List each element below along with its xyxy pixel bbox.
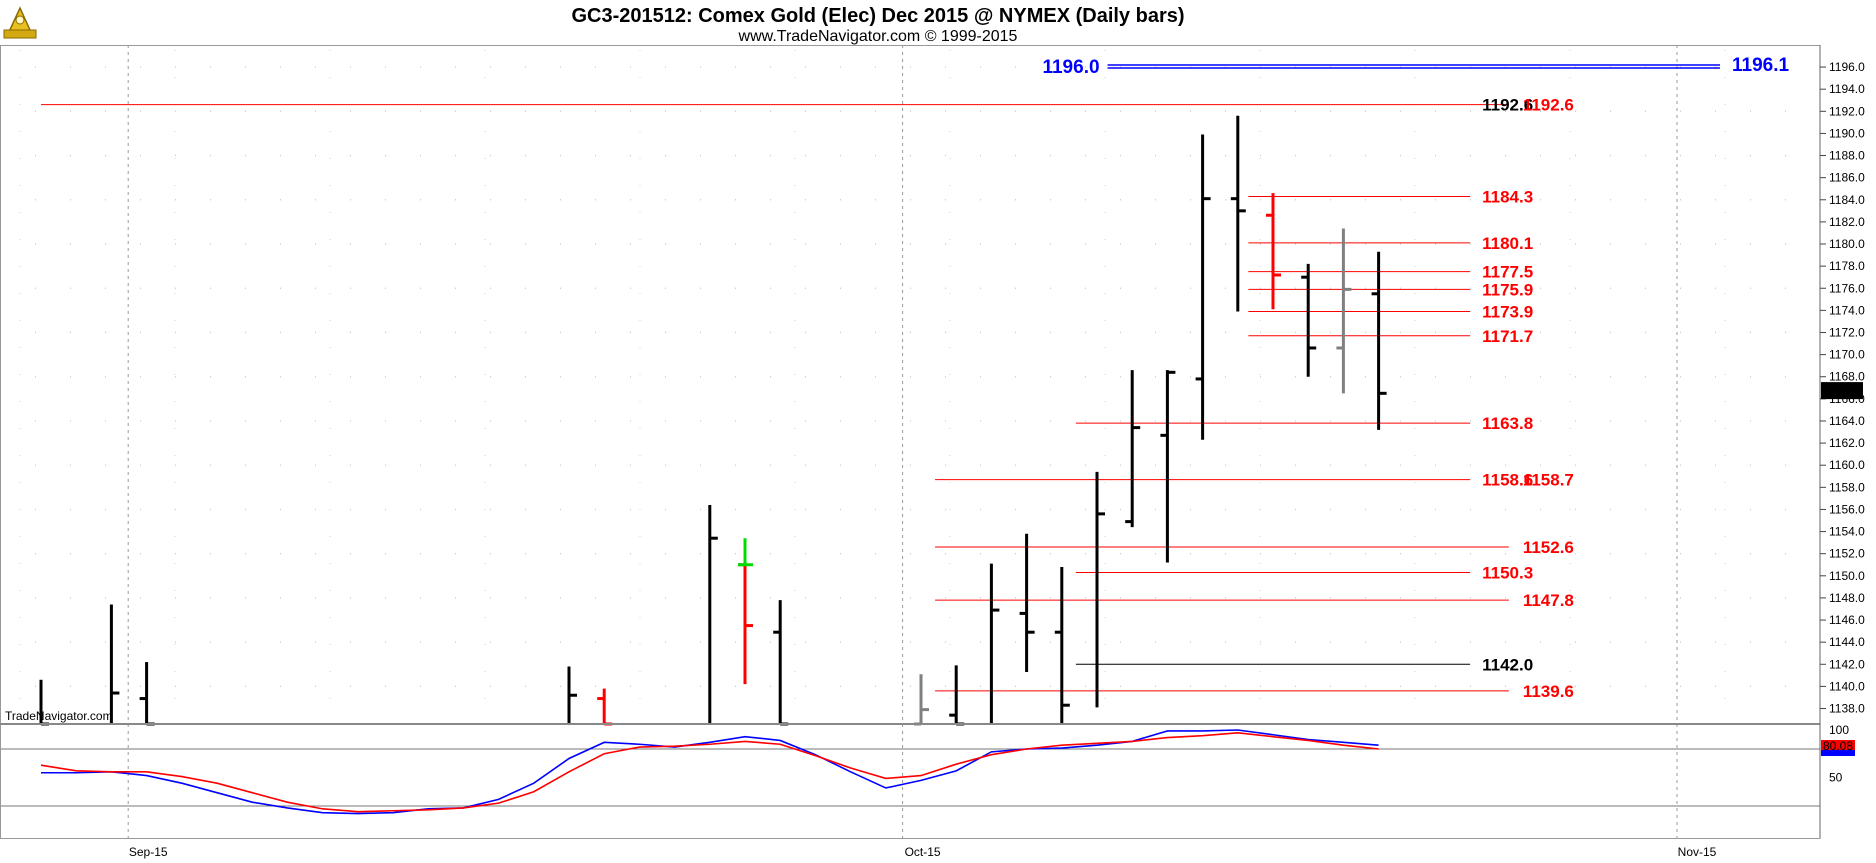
trade-navigator-logo bbox=[3, 6, 37, 39]
y-tick-label: 1180.0 bbox=[1829, 237, 1865, 251]
y-tick-label: 1158.0 bbox=[1829, 480, 1865, 494]
ohlc-bar bbox=[1195, 134, 1211, 440]
last-price-label: 1166.7 bbox=[1824, 384, 1860, 398]
main-pane-frame bbox=[0, 45, 1821, 725]
price-level-label: 1173.9 bbox=[1482, 302, 1533, 321]
price-level-label: 1158.6 bbox=[1482, 471, 1533, 490]
stochastic-indicator bbox=[0, 729, 1820, 815]
y-tick-label: 1142.0 bbox=[1829, 657, 1865, 671]
last-price-box bbox=[1821, 382, 1863, 400]
y-tick-label: 1164.0 bbox=[1829, 414, 1865, 428]
top-level-label-right: 1196.1 bbox=[1732, 55, 1789, 76]
ohlc-bars bbox=[39, 115, 1387, 726]
y-tick-label: 1178.0 bbox=[1829, 259, 1865, 273]
y-tick-label: 1176.0 bbox=[1829, 281, 1865, 295]
y-tick-label: 1160.0 bbox=[1829, 458, 1865, 472]
y-tick-label: 1148.0 bbox=[1829, 591, 1865, 605]
ohlc-bar bbox=[738, 563, 753, 685]
ohlc-bar bbox=[1160, 370, 1176, 563]
ohlc-bar bbox=[597, 688, 613, 726]
axes: Sep-15 Oct-15 Nov-15 1138.0 1140.0 1142.0 1144… bbox=[0, 45, 1865, 859]
y-tick-label: 1144.0 bbox=[1829, 635, 1865, 649]
price-level-label: 1163.8 bbox=[1482, 414, 1533, 433]
ohlc-bar bbox=[949, 665, 965, 726]
price-level-label-right: 1158.7 bbox=[1523, 471, 1574, 490]
indicator-readout-box-red bbox=[1821, 740, 1855, 750]
indicator-y-tick-label: 100 bbox=[1829, 723, 1849, 737]
y-tick-label: 1174.0 bbox=[1829, 303, 1865, 317]
y-tick-label: 1150.0 bbox=[1829, 569, 1865, 583]
y-tick-label: 1192.0 bbox=[1829, 104, 1865, 118]
x-tick-label: Oct-15 bbox=[905, 845, 941, 859]
y-tick-label: 1170.0 bbox=[1829, 348, 1865, 362]
indicator-readout-box-blue bbox=[1821, 750, 1855, 756]
y-tick-label: 1156.0 bbox=[1829, 502, 1865, 516]
price-level-label: 1175.9 bbox=[1482, 280, 1533, 299]
ohlc-bar bbox=[109, 604, 120, 724]
ohlc-bar bbox=[708, 505, 718, 724]
price-level-label: 1184.3 bbox=[1482, 187, 1533, 206]
price-level-label-right: 1192.6 bbox=[1523, 96, 1574, 115]
price-level-label-right: 1152.6 bbox=[1523, 538, 1574, 557]
price-level-label: 1192.6 bbox=[1482, 96, 1533, 115]
indicator-pane-frame bbox=[0, 724, 1821, 839]
ohlc-bar bbox=[738, 538, 753, 567]
ohlc-bar bbox=[989, 563, 1000, 724]
y-tick-label: 1138.0 bbox=[1829, 702, 1865, 716]
y-tick-label: 1184.0 bbox=[1829, 193, 1865, 207]
ohlc-bar bbox=[1230, 115, 1246, 312]
y-tick-label: 1194.0 bbox=[1829, 82, 1865, 96]
ohlc-bar bbox=[139, 662, 155, 726]
ohlc-bar bbox=[773, 600, 789, 726]
chart-title: GC3-201512: Comex Gold (Elec) Dec 2015 @… bbox=[571, 5, 1184, 27]
ohlc-bar bbox=[1336, 228, 1352, 394]
y-tick-label: 1146.0 bbox=[1829, 613, 1865, 627]
price-level-label: 1150.3 bbox=[1482, 563, 1533, 582]
y-tick-label: 1196.0 bbox=[1829, 60, 1865, 74]
ohlc-bar bbox=[914, 674, 929, 726]
y-tick-label: 1154.0 bbox=[1829, 525, 1865, 539]
watermark: TradeNavigator.com bbox=[5, 709, 113, 723]
y-tick-label: 1182.0 bbox=[1829, 215, 1865, 229]
ohlc-bar bbox=[1054, 566, 1070, 724]
grid bbox=[0, 45, 1820, 838]
indicator-readout-label: 80.08 bbox=[1823, 739, 1853, 753]
ohlc-bar bbox=[1125, 370, 1141, 528]
indicator-series-line bbox=[41, 729, 1379, 815]
y-tick-label: 1172.0 bbox=[1829, 325, 1865, 339]
x-tick-label: Sep-15 bbox=[129, 845, 168, 859]
price-level-label: 1177.5 bbox=[1482, 263, 1533, 282]
indicator-y-tick-label: 50 bbox=[1829, 771, 1843, 785]
price-level-label: 1180.1 bbox=[1482, 234, 1533, 253]
y-tick-label: 1188.0 bbox=[1829, 149, 1865, 163]
x-tick-label: Nov-15 bbox=[1678, 845, 1717, 859]
ohlc-bar bbox=[1301, 263, 1317, 377]
chart-subtitle: www.TradeNavigator.com © 1999-2015 bbox=[738, 28, 1018, 45]
y-tick-label: 1162.0 bbox=[1829, 436, 1865, 450]
ohlc-bar bbox=[1266, 193, 1281, 310]
y-tick-label: 1152.0 bbox=[1829, 547, 1865, 561]
top-level-label-left: 1196.0 bbox=[1042, 57, 1099, 78]
price-level-label-right: 1139.6 bbox=[1523, 682, 1574, 701]
ohlc-bar bbox=[1095, 471, 1105, 708]
ohlc-bar bbox=[1019, 533, 1035, 673]
indicator-series-line bbox=[40, 732, 1379, 813]
ohlc-bar bbox=[1371, 251, 1387, 430]
ohlc-bar bbox=[567, 666, 577, 724]
y-tick-label: 1190.0 bbox=[1829, 126, 1865, 140]
price-level-label: 1142.0 bbox=[1482, 655, 1533, 674]
y-tick-label: 1168.0 bbox=[1829, 370, 1865, 384]
y-tick-label: 1140.0 bbox=[1829, 679, 1865, 693]
price-level-label-right: 1147.8 bbox=[1523, 591, 1574, 610]
price-level-label: 1171.7 bbox=[1482, 327, 1533, 346]
y-tick-label: 1186.0 bbox=[1829, 171, 1865, 185]
